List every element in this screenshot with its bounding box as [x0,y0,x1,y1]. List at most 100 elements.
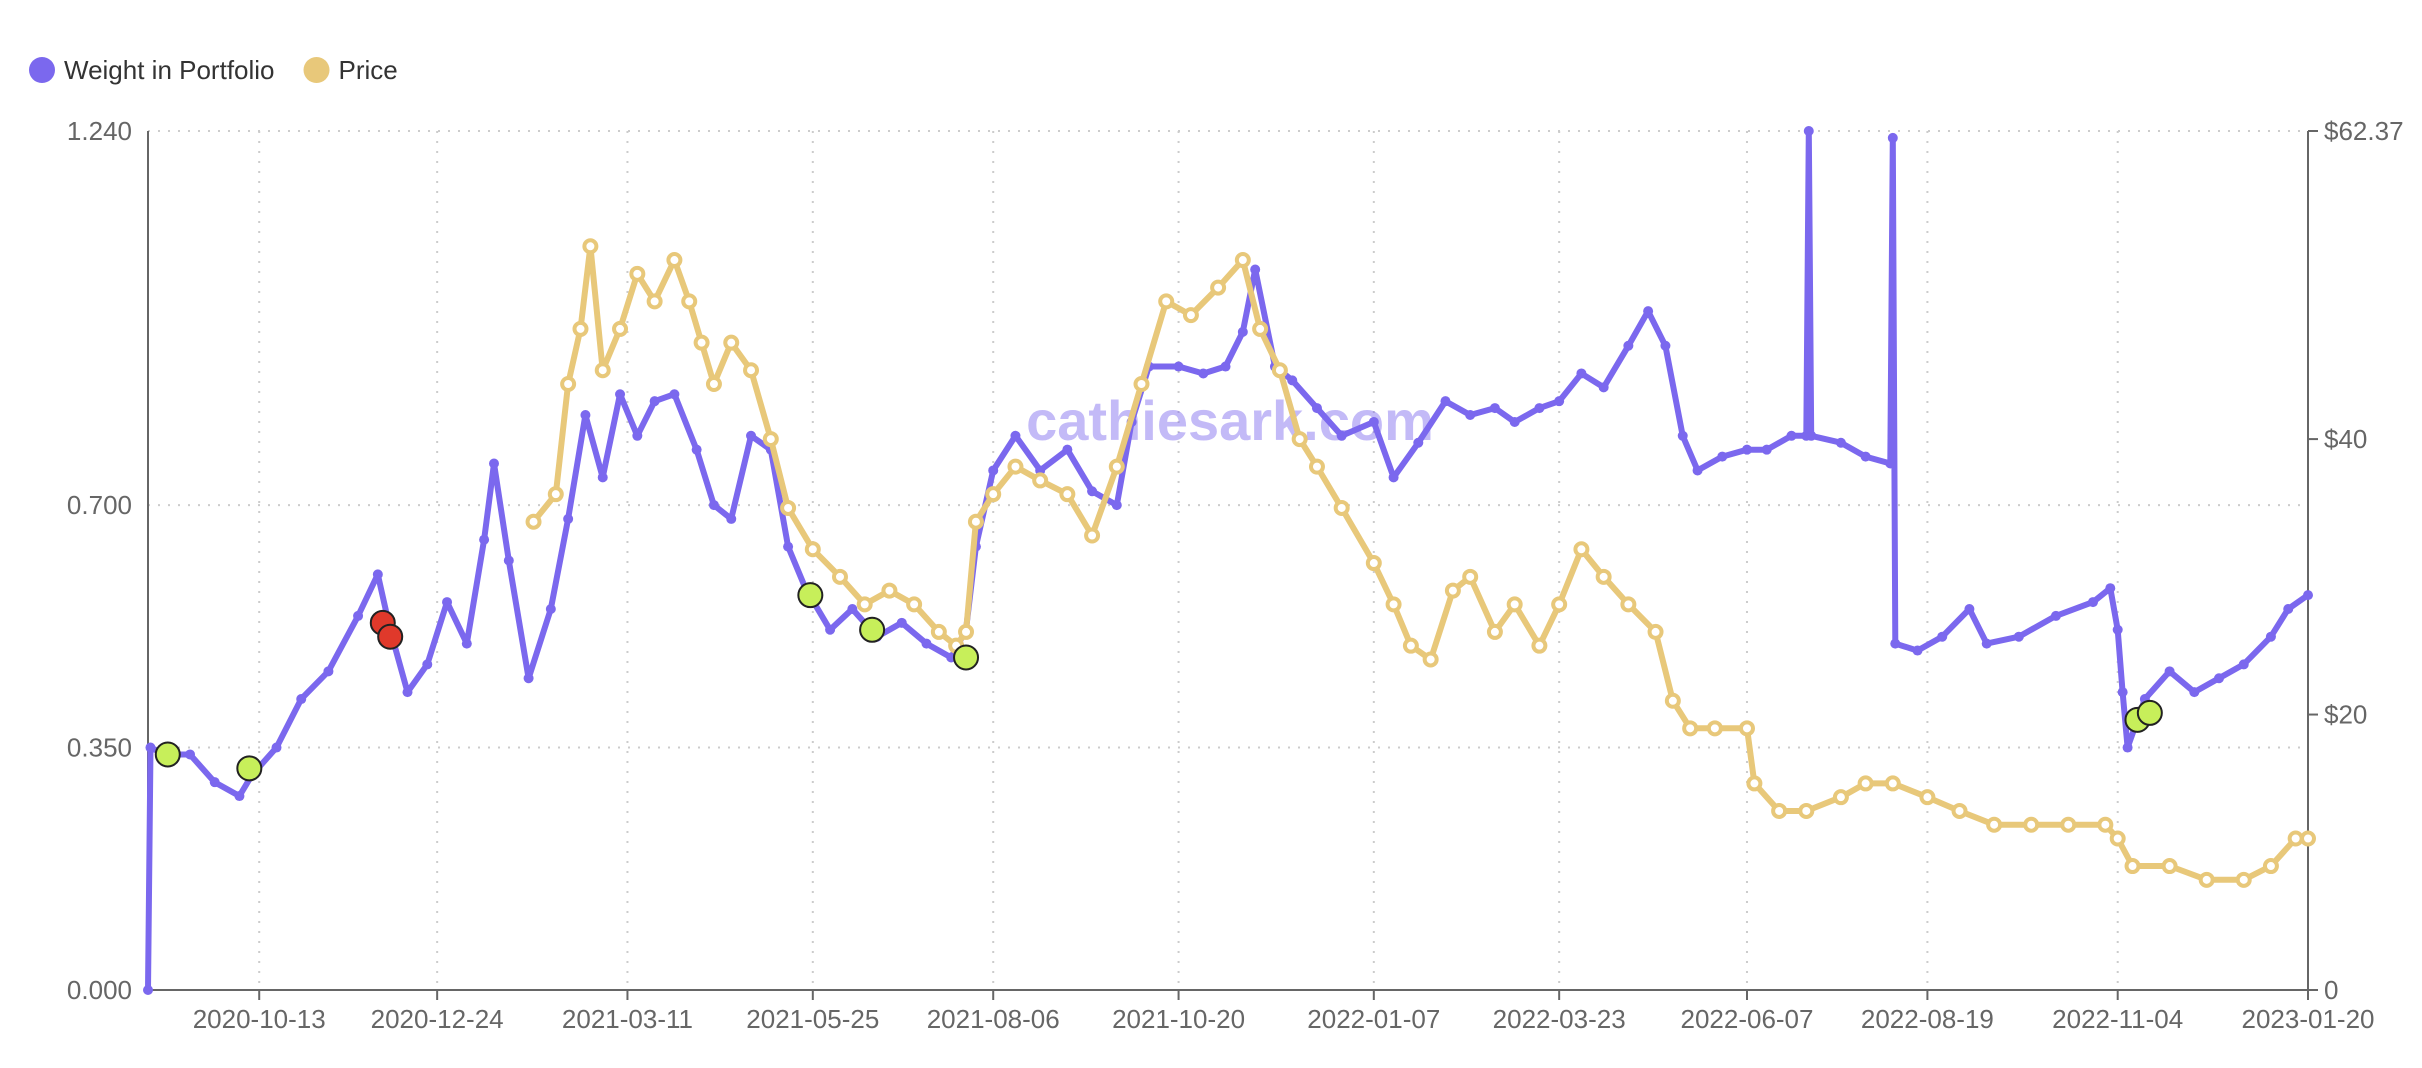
price-point [582,238,599,255]
price-point [1385,596,1402,613]
weight-point [2189,687,2200,698]
price-point [1133,376,1150,393]
weight-point [1741,444,1752,455]
price-point [780,499,797,516]
weight-point [1887,132,1898,143]
weight-point [1803,126,1814,136]
weight-point [1237,326,1248,337]
weight-point [1885,458,1896,469]
weight-point [691,444,702,455]
price-point [1620,596,1637,613]
x-tick-label: 2021-05-25 [746,1004,879,1034]
price-point [1365,555,1382,572]
weight-point [825,624,836,635]
price-point [2023,816,2040,833]
price-point [1647,623,1664,640]
price-point [930,623,947,640]
weight-point [402,687,413,698]
x-tick-label: 2021-10-20 [1112,1004,1245,1034]
price-point [1422,651,1439,668]
price-point [1919,789,1936,806]
weight-point [1860,451,1871,462]
price-point [1738,720,1755,737]
price-series-line [530,243,2311,883]
weight-point [1890,638,1901,649]
x-tick-label: 2020-10-13 [193,1004,326,1034]
weight-point [783,541,794,552]
price-point [1291,431,1308,448]
weight-point [1643,306,1654,317]
weight-point [503,555,514,566]
weight-point [2283,603,2294,614]
price-point [2060,816,2077,833]
price-point [1682,720,1699,737]
weight-point [1368,416,1379,427]
price-point [2287,830,2304,847]
weight-point [1465,410,1476,421]
x-tick-label: 2022-06-07 [1680,1004,1813,1034]
price-point [1486,623,1503,640]
price-point [831,568,848,585]
price-point [2109,830,2126,847]
weight-point [234,791,245,802]
price-point [1158,293,1175,310]
price-point [1573,541,1590,558]
weight-point [1576,368,1587,379]
x-tick-label: 2020-12-24 [371,1004,504,1034]
weight-point [372,569,383,580]
weight-point [580,410,591,421]
price-point [1506,596,1523,613]
weight-series-line [145,128,2311,993]
weight-point [1835,437,1846,448]
price-point [881,582,898,599]
sell-marker [377,623,404,650]
weight-point [1489,403,1500,414]
weight-point [185,749,196,760]
price-point [1857,775,1874,792]
price-point [572,320,589,337]
price-point [1271,362,1288,379]
weight-point [1677,430,1688,441]
price-point [906,596,923,613]
weight-point [2164,666,2175,677]
y-left-tick-label: 0.700 [67,490,132,520]
price-point [1059,486,1076,503]
weight-point [847,603,858,614]
weight-point [461,638,472,649]
weight-point [632,430,643,441]
price-point [1402,637,1419,654]
weight-point [2112,624,2123,635]
price-point [1832,789,1849,806]
watermark: cathiesark.com [1026,389,1434,452]
price-point [1531,637,1548,654]
weight-point [1964,603,1975,614]
price-point [594,362,611,379]
weight-point [1509,416,1520,427]
x-tick-label: 2022-11-04 [2052,1004,2183,1034]
buy-marker [797,582,824,609]
weight-point [1010,430,1021,441]
x-tick-label: 2021-08-06 [927,1004,1060,1034]
weight-point [479,534,490,545]
price-point [1798,802,1815,819]
weight-point [1336,430,1347,441]
weight-point [896,617,907,628]
weight-point [2087,597,2098,608]
x-tick-label: 2023-01-20 [2242,1004,2375,1034]
weight-point [1554,396,1565,407]
weight-point [1534,403,1545,414]
price-point [612,320,629,337]
buy-marker [236,755,263,782]
legend-weight-label: Weight in Portfolio [64,55,275,85]
weight-point [1717,451,1728,462]
weight-point [271,742,282,753]
price-point [560,376,577,393]
weight-point [1786,430,1797,441]
price-point [693,334,710,351]
price-point [1032,472,1049,489]
weight-point [746,430,757,441]
y-right-tick-label: $20 [2324,700,2367,730]
price-point [2097,816,2114,833]
y-right-tick-label: $40 [2324,424,2367,454]
